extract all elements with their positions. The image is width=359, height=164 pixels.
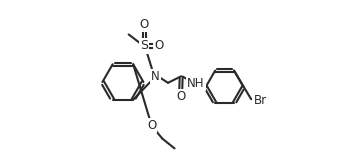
Text: O: O	[140, 18, 149, 31]
Text: N: N	[151, 70, 160, 83]
Text: O: O	[154, 39, 164, 52]
Text: O: O	[147, 119, 156, 132]
Text: O: O	[176, 90, 185, 103]
Text: S: S	[140, 39, 148, 52]
Text: NH: NH	[187, 77, 205, 90]
Text: Br: Br	[254, 93, 267, 107]
